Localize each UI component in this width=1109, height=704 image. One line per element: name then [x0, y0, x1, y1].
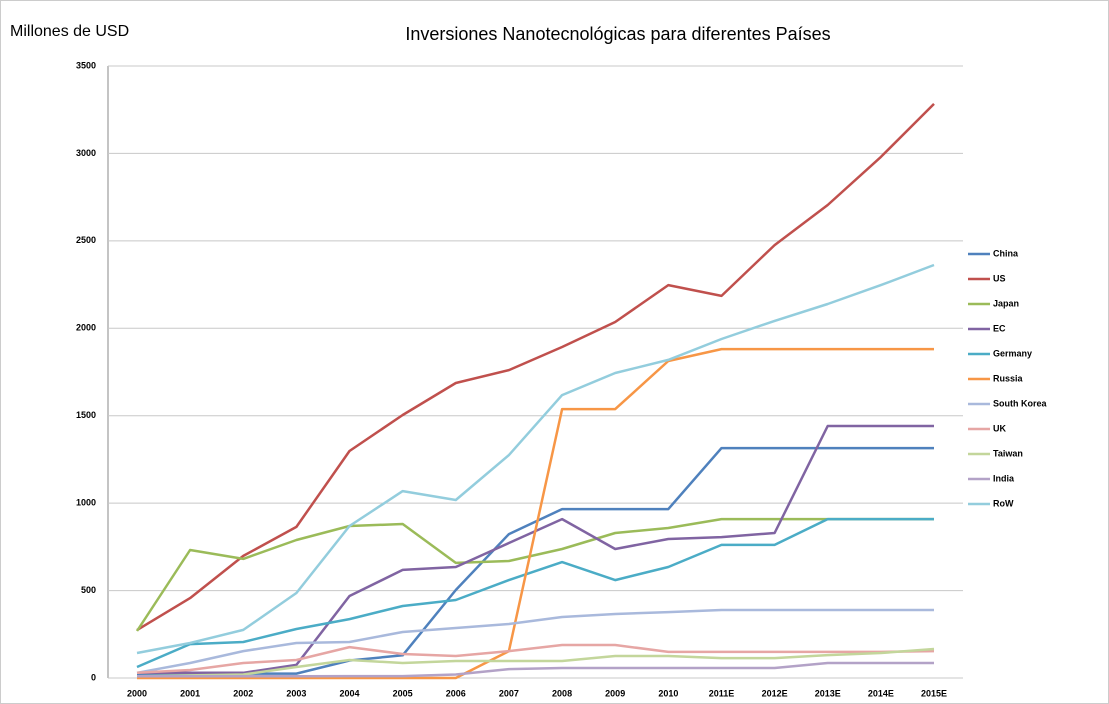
- series-line: [136, 517, 934, 669]
- legend-label: Taiwan: [993, 448, 1023, 458]
- x-tick-label: 2014E: [868, 688, 894, 698]
- x-tick-label: 2015E: [921, 688, 947, 698]
- legend-label: India: [993, 473, 1015, 483]
- legend-label: EC: [993, 323, 1006, 333]
- x-tick-label: 2011E: [709, 688, 735, 698]
- x-tick-label: 2002: [233, 688, 253, 698]
- legend-label: UK: [993, 423, 1006, 433]
- series-line: [137, 347, 934, 680]
- series-line: [136, 103, 935, 632]
- series-line: [136, 647, 935, 678]
- y-tick-label: 2500: [76, 235, 96, 245]
- legend-label: Japan: [993, 298, 1019, 308]
- x-tick-label: 2004: [340, 688, 360, 698]
- y-tick-label: 0: [91, 672, 96, 682]
- series-line: [137, 446, 934, 676]
- chart-title: Inversiones Nanotecnológicas para difere…: [405, 24, 830, 44]
- y-tick-label: 1500: [76, 410, 96, 420]
- x-tick-label: 2008: [552, 688, 572, 698]
- x-tick-label: 2001: [180, 688, 200, 698]
- x-tick-label: 2005: [393, 688, 413, 698]
- legend-label: China: [993, 248, 1019, 258]
- legend-label: US: [993, 273, 1006, 283]
- y-tick-label: 1000: [76, 498, 96, 508]
- legend-label: Germany: [993, 348, 1032, 358]
- x-tick-label: 2009: [605, 688, 625, 698]
- series-line: [136, 608, 934, 675]
- y-axis-label: Millones de USD: [10, 23, 129, 40]
- legend-label: Russia: [993, 373, 1024, 383]
- legend-label: RoW: [993, 498, 1014, 508]
- y-tick-label: 2000: [76, 323, 96, 333]
- y-tick-label: 3500: [76, 60, 96, 70]
- x-tick-label: 2012E: [762, 688, 788, 698]
- x-tick-label: 2006: [446, 688, 466, 698]
- series-line: [136, 263, 935, 655]
- x-tick-label: 2010: [658, 688, 678, 698]
- y-tick-label: 3000: [76, 148, 96, 158]
- series-line: [136, 643, 935, 675]
- x-tick-label: 2013E: [815, 688, 841, 698]
- x-tick-label: 2003: [286, 688, 306, 698]
- y-tick-label: 500: [81, 585, 96, 595]
- series-line: [137, 661, 934, 678]
- x-tick-label: 2007: [499, 688, 519, 698]
- series-line: [135, 517, 934, 632]
- x-tick-label: 2000: [127, 688, 147, 698]
- legend-label: South Korea: [993, 398, 1047, 408]
